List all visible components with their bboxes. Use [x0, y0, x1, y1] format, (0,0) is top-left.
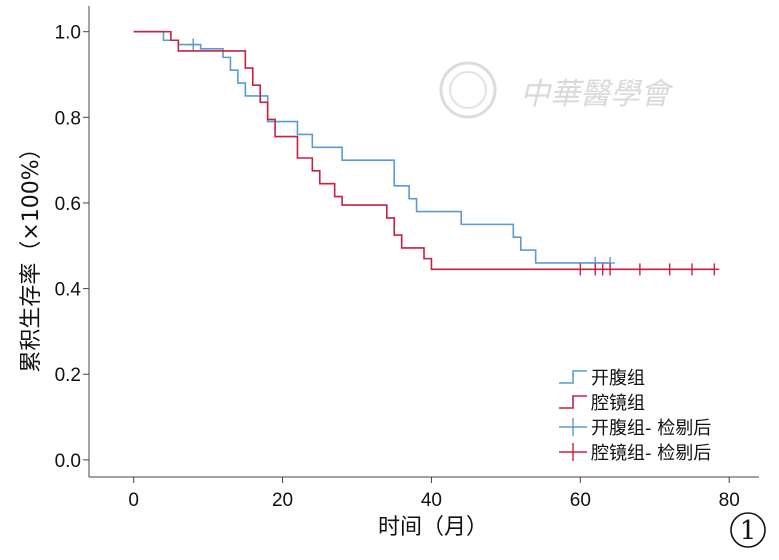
x-tick-label: 40: [421, 490, 442, 511]
censor-mark: [188, 38, 199, 51]
watermark: 中華醫學會: [439, 61, 674, 119]
censor-mark: [634, 263, 645, 276]
y-axis-title: 累积生存率（×100%）: [19, 137, 44, 372]
watermark-text: 中華醫學會: [520, 77, 674, 112]
legend-censor-icon: [559, 418, 587, 436]
figure-label-number: 1: [740, 516, 757, 546]
x-tick-label: 0: [128, 490, 139, 511]
y-tick-label: 0.2: [55, 365, 81, 386]
censor-mark: [605, 263, 616, 276]
y-tick-label: 0.8: [55, 108, 81, 129]
x-axis-title: 时间（月）: [378, 515, 488, 540]
figure-label: 1: [730, 512, 766, 548]
y-tick-label: 0.6: [55, 194, 81, 215]
legend-label: 腔镜组: [591, 393, 645, 414]
y-tick-label: 0.0: [55, 451, 81, 472]
watermark-seal-inner: [449, 71, 487, 109]
survival-curve-series-0: [133, 30, 611, 264]
legend-step-icon: [559, 395, 587, 409]
y-tick-label: 0.4: [55, 280, 82, 301]
legend-label: 开腹组: [591, 368, 645, 389]
axes: [88, 6, 759, 478]
censor-mark: [687, 263, 697, 276]
censor-mark: [664, 263, 675, 276]
x-tick-label: 60: [570, 490, 591, 511]
series-layer: [133, 30, 720, 276]
x-ticks: 0 20 40 60 80: [128, 477, 740, 511]
censor-mark: [575, 263, 586, 276]
x-tick-label: 80: [719, 490, 740, 511]
y-ticks: 0.0 0.2 0.4 0.6 0.8 1.0: [55, 23, 89, 472]
legend-step-icon: [559, 370, 587, 384]
legend-label: 开腹组- 检剔后: [591, 418, 711, 439]
censor-mark: [709, 263, 720, 276]
watermark-seal-icon: [439, 61, 497, 119]
y-tick-label: 1.0: [55, 23, 81, 44]
legend-label: 腔镜组- 检剔后: [591, 443, 711, 464]
figure-label-circle: [730, 512, 766, 548]
legend-censor-icon: [559, 443, 587, 461]
survival-curve-series-1: [133, 30, 715, 271]
x-tick-label: 20: [272, 490, 293, 511]
